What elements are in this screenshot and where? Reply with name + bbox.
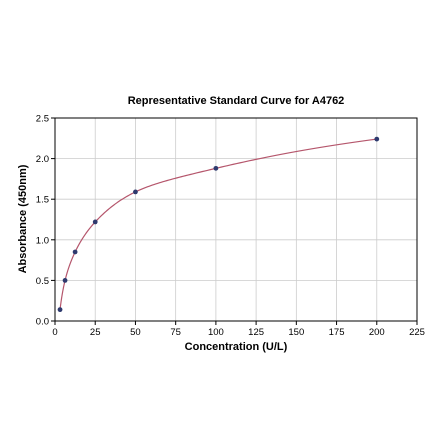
data-point — [72, 249, 78, 255]
data-point — [62, 278, 68, 283]
x-tick-label: 200 — [369, 327, 385, 338]
x-tick-label: 125 — [248, 327, 264, 338]
y-tick-label: 2.5 — [36, 114, 49, 125]
x-tick-label: 25 — [90, 327, 101, 338]
y-tick-label: 1.5 — [36, 195, 49, 206]
x-tick-label: 100 — [208, 327, 224, 338]
y-tick-label: 0.5 — [36, 276, 49, 287]
plot-frame — [54, 117, 418, 322]
fit-curve — [59, 138, 377, 310]
data-point — [213, 165, 219, 171]
y-tick-label: 2.0 — [36, 154, 49, 165]
y-tick-label: 0.0 — [36, 317, 49, 328]
grid-lines — [54, 117, 418, 322]
x-axis-label: Concentration (U/L) — [185, 341, 288, 353]
x-tick-label: 150 — [288, 327, 304, 338]
x-tick-label: 175 — [329, 327, 345, 338]
y-tick-label: 1.0 — [36, 235, 49, 246]
data-point — [374, 136, 380, 142]
data-point — [57, 307, 63, 313]
data-point — [92, 219, 98, 225]
chart-title: Representative Standard Curve for A4762 — [128, 95, 345, 107]
x-tick-label: 0 — [52, 327, 57, 338]
x-tick-label: 225 — [409, 327, 425, 338]
x-tick-label: 75 — [170, 327, 181, 338]
data-point — [133, 189, 138, 195]
y-axis-ticks: 0.0 0.5 1.0 1.5 2.0 2.5 — [36, 114, 55, 328]
x-axis-ticks: 0 25 50 75 100 125 150 175 200 225 — [52, 321, 425, 338]
data-points-layer — [57, 136, 380, 313]
fit-curve-layer — [59, 138, 377, 310]
x-tick-label: 50 — [130, 327, 141, 338]
y-axis-label: Absorbance (450nm) — [17, 164, 29, 273]
